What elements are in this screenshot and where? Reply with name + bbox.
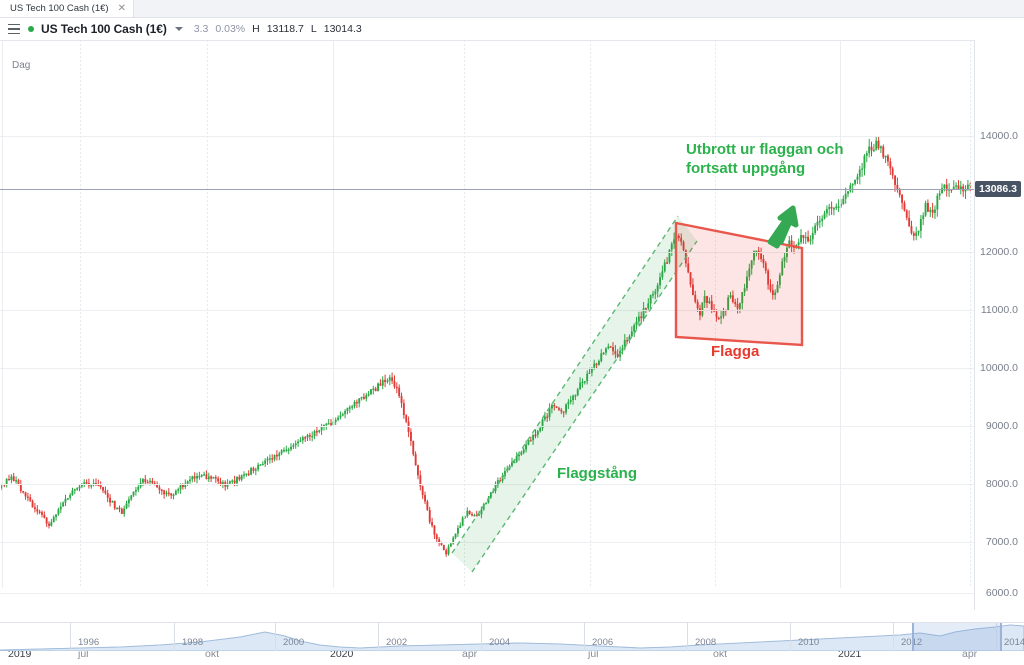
gridline-v <box>207 40 208 588</box>
price-tick: 9000.0 <box>985 420 1018 432</box>
chart-plot-area[interactable]: Dag Utbrott ur flaggan och fortsatt <box>0 40 975 610</box>
interval-label[interactable]: Dag <box>12 60 31 71</box>
tab-label: US Tech 100 Cash (1€) <box>10 3 109 14</box>
overview-year-label: 2002 <box>386 637 408 648</box>
gridline-v <box>464 40 465 588</box>
annotation-flag: Flagga <box>711 343 760 360</box>
overview-selection-window[interactable] <box>912 623 1002 651</box>
quote-change-percent: 0.03% <box>215 23 246 35</box>
overview-separator <box>481 623 482 651</box>
gridline-h <box>0 368 975 369</box>
overview-year-label: 1996 <box>78 637 100 648</box>
price-tick: 10000.0 <box>980 362 1018 374</box>
annotation-breakout: Utbrott ur flaggan och fortsatt uppgång <box>686 141 844 177</box>
overview-separator <box>275 623 276 651</box>
overview-year-label: 2004 <box>489 637 511 648</box>
overview-area-chart <box>0 624 1024 651</box>
overview-year-label: 2012 <box>901 637 923 648</box>
overview-separator <box>70 623 71 651</box>
hamburger-icon[interactable] <box>8 24 20 34</box>
chevron-down-icon[interactable] <box>174 27 183 31</box>
market-open-dot <box>28 26 34 32</box>
quote-high-value: 13118.7 <box>266 23 304 35</box>
gridline-h <box>0 542 975 543</box>
overview-separator <box>790 623 791 651</box>
candlestick-series <box>1 136 972 557</box>
current-price-badge: 13086.3 <box>975 181 1021 197</box>
chart-container[interactable]: Dag Utbrott ur flaggan och fortsatt <box>0 40 1024 660</box>
annotation-flagpole: Flaggstång <box>557 465 638 482</box>
gridline-v <box>333 40 334 588</box>
overview-separator <box>893 623 894 651</box>
timeline-overview[interactable]: 1996 1998 2000 2002 2004 2006 2008 2010 2012 2014 <box>0 622 1024 651</box>
overview-year-label: 1998 <box>182 637 204 648</box>
tab-us-tech-100[interactable]: US Tech 100 Cash (1€) ✕ <box>0 0 134 17</box>
overview-year-label: 2006 <box>592 637 614 648</box>
gridline-v <box>590 40 591 588</box>
overview-year-label: 2014 <box>1004 637 1024 648</box>
gridline-h <box>0 426 975 427</box>
overview-separator <box>174 623 175 651</box>
price-tick: 8000.0 <box>985 478 1018 490</box>
quote-high-label: H <box>252 23 260 35</box>
overview-separator <box>687 623 688 651</box>
overview-separator <box>378 623 379 651</box>
price-tick: 14000.0 <box>980 130 1018 142</box>
gridline-h <box>0 310 975 311</box>
price-tick: 6000.0 <box>985 587 1018 599</box>
symbol-name[interactable]: US Tech 100 Cash (1€) <box>41 22 167 36</box>
current-price-line <box>0 189 975 190</box>
browser-tab-bar: US Tech 100 Cash (1€) ✕ <box>0 0 1024 18</box>
overview-separator <box>584 623 585 651</box>
overview-year-label: 2000 <box>283 637 305 648</box>
price-tick: 12000.0 <box>980 246 1018 258</box>
gridline-h <box>0 484 975 485</box>
overview-year-label: 2008 <box>695 637 717 648</box>
price-axis[interactable]: 14000.0 12000.0 11000.0 10000.0 9000.0 8… <box>974 40 1024 610</box>
price-tick: 11000.0 <box>980 304 1018 316</box>
gridline-v <box>80 40 81 588</box>
close-icon[interactable]: ✕ <box>117 2 126 14</box>
quote-change: 3.3 <box>193 23 209 35</box>
gridline-v <box>970 40 971 588</box>
price-tick: 7000.0 <box>985 536 1018 548</box>
overview-year-label: 2010 <box>798 637 820 648</box>
quote-low-label: L <box>310 23 317 35</box>
gridline-v <box>840 40 841 588</box>
overview-separator <box>996 623 997 651</box>
gridline-h <box>0 593 975 594</box>
gridline-h <box>0 136 975 137</box>
gridline-v <box>715 40 716 588</box>
quote-low-value: 13014.3 <box>323 23 362 35</box>
symbol-toolbar: US Tech 100 Cash (1€) 3.3 0.03% H 13118.… <box>0 18 1024 41</box>
gridline-h <box>0 252 975 253</box>
gridline-v <box>2 40 3 588</box>
